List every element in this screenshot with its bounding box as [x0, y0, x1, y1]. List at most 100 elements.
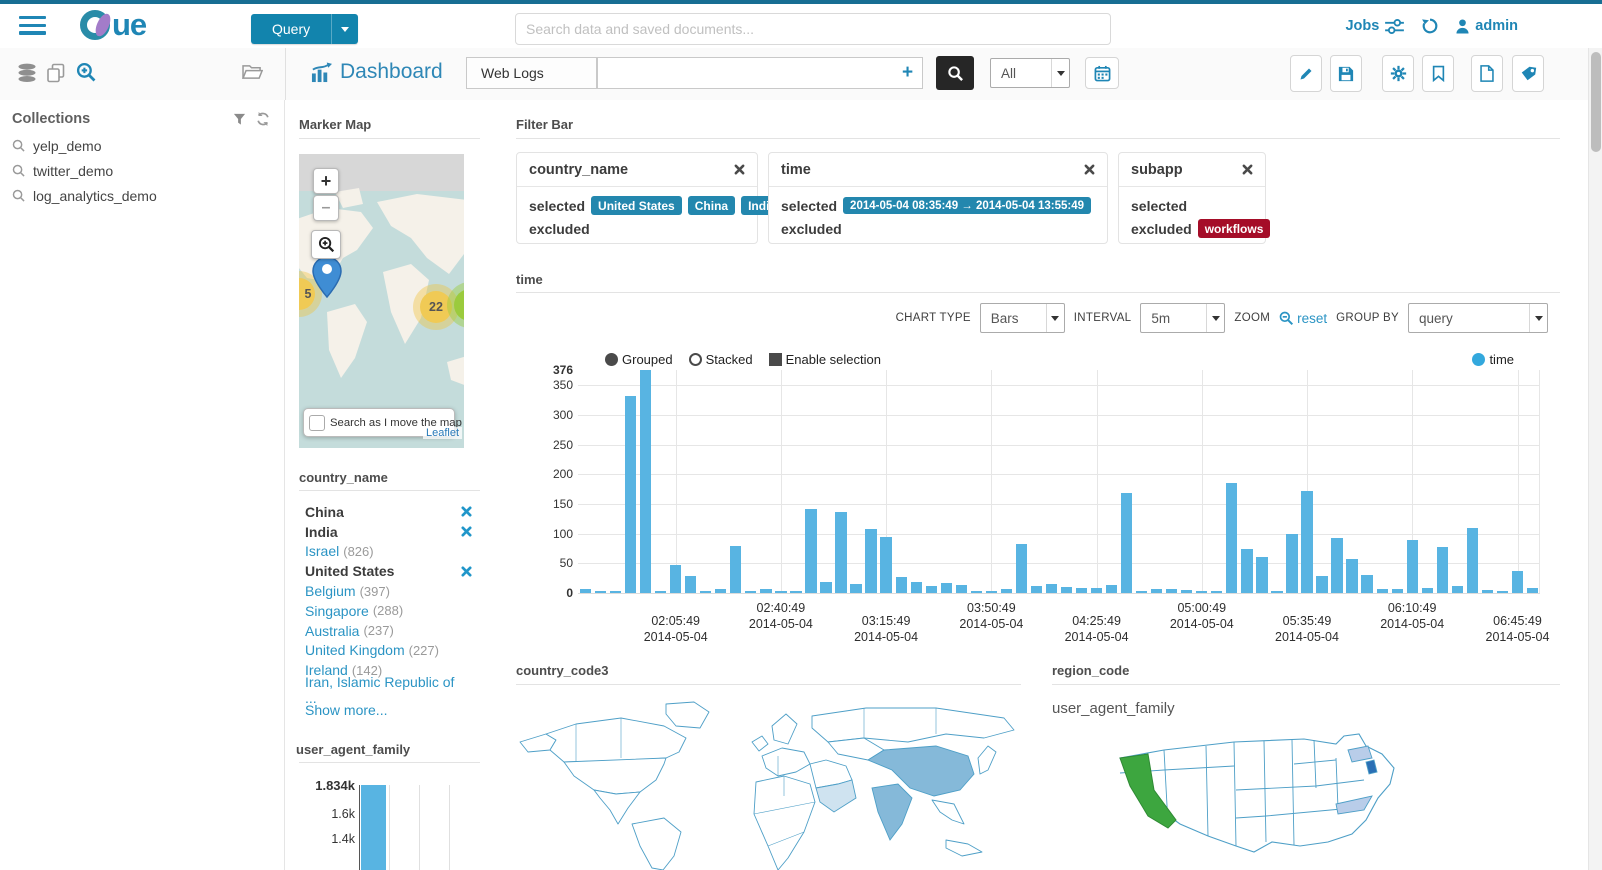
marker-cluster-22[interactable]: 22 — [420, 291, 452, 323]
copy-documents-icon[interactable] — [46, 63, 66, 88]
time-bar[interactable] — [985, 591, 997, 593]
close-filter-icon[interactable] — [734, 164, 745, 175]
remove-facet-icon[interactable] — [461, 506, 472, 517]
time-bar[interactable] — [1421, 587, 1433, 593]
save-dashboard-button[interactable] — [1330, 55, 1362, 92]
marker-cluster-5[interactable]: 5 — [299, 278, 315, 310]
time-bar[interactable] — [655, 591, 667, 593]
time-bar[interactable] — [895, 577, 907, 593]
time-chart-plot[interactable] — [578, 370, 1540, 594]
facet-item[interactable]: United Kingdom (227) — [305, 642, 439, 659]
scrollbar[interactable] — [1588, 48, 1602, 870]
marker-map[interactable]: 5 22 2 + – Search as I move the map Leaf… — [299, 154, 464, 448]
time-bar[interactable] — [1301, 491, 1313, 593]
time-bar[interactable] — [1060, 587, 1073, 593]
series-legend[interactable]: time — [1472, 352, 1514, 367]
time-bar[interactable] — [715, 588, 727, 593]
time-bar[interactable] — [760, 588, 772, 593]
history-link[interactable] — [1421, 17, 1439, 35]
time-bar[interactable] — [1166, 589, 1178, 593]
time-bar[interactable] — [609, 591, 622, 593]
chart-type-select[interactable]: Bars — [979, 303, 1065, 333]
database-icon[interactable] — [17, 63, 37, 88]
collection-item[interactable]: yelp_demo — [0, 133, 284, 158]
map-pin-icon[interactable] — [312, 256, 342, 298]
folder-open-icon[interactable] — [241, 63, 264, 86]
facet-item[interactable]: Australia (237) — [305, 622, 394, 639]
time-bar[interactable] — [1451, 585, 1463, 593]
time-bar[interactable] — [940, 582, 952, 593]
facet-item[interactable]: Ireland (142) — [305, 662, 383, 679]
time-bar[interactable] — [1015, 543, 1028, 593]
map-zoom-out-button[interactable]: – — [313, 195, 339, 221]
time-bar[interactable] — [1496, 591, 1509, 593]
time-bar[interactable] — [1000, 588, 1013, 593]
edit-dashboard-button[interactable] — [1290, 55, 1322, 92]
add-query-button[interactable]: + — [893, 57, 923, 89]
time-bar[interactable] — [910, 581, 922, 593]
time-bar[interactable] — [1211, 591, 1223, 593]
time-bar[interactable] — [820, 582, 832, 593]
time-bar[interactable] — [1436, 546, 1448, 593]
interval-select[interactable]: 5m — [1140, 303, 1226, 333]
collection-name-field[interactable]: Web Logs — [466, 57, 597, 89]
user-menu[interactable]: admin — [1456, 18, 1518, 34]
facet-item[interactable]: India — [299, 522, 480, 542]
collection-item[interactable]: twitter_demo — [0, 158, 284, 183]
time-bar[interactable] — [670, 564, 682, 593]
time-bar[interactable] — [730, 546, 742, 593]
time-bar[interactable] — [1481, 590, 1494, 593]
time-bar[interactable] — [880, 537, 892, 593]
remove-facet-icon[interactable] — [461, 566, 472, 577]
map-zoom-in-button[interactable]: + — [313, 168, 339, 194]
time-bar[interactable] — [1136, 590, 1148, 593]
time-bar[interactable] — [1120, 493, 1133, 593]
legend-grouped[interactable]: Grouped — [605, 352, 673, 367]
collection-item[interactable]: log_analytics_demo — [0, 183, 284, 208]
time-bar[interactable] — [1030, 585, 1043, 593]
time-bar[interactable] — [955, 585, 967, 593]
time-bar[interactable] — [685, 575, 697, 593]
time-bar[interactable] — [1391, 588, 1403, 593]
time-bar[interactable] — [1286, 533, 1298, 593]
time-bar[interactable] — [1045, 583, 1058, 593]
facet-item[interactable]: China — [299, 502, 480, 522]
time-bar[interactable] — [1526, 588, 1539, 593]
time-bar[interactable] — [1271, 590, 1283, 593]
remove-facet-icon[interactable] — [461, 526, 472, 537]
filter-chip[interactable]: United States — [591, 196, 682, 215]
time-bar[interactable] — [1376, 588, 1388, 593]
filter-chip[interactable]: workflows — [1197, 219, 1271, 238]
time-bar[interactable] — [805, 508, 817, 593]
zoom-in-icon[interactable] — [76, 62, 97, 88]
time-bar[interactable] — [639, 370, 652, 593]
new-document-button[interactable] — [1471, 55, 1503, 92]
facet-item[interactable]: Iran, Islamic Republic of ... — [305, 674, 455, 707]
time-bar[interactable] — [1105, 585, 1118, 593]
time-bar[interactable] — [925, 585, 937, 593]
time-bar[interactable] — [1511, 571, 1524, 593]
time-bar[interactable] — [1075, 588, 1088, 593]
time-bar[interactable] — [850, 584, 862, 593]
time-bar[interactable] — [1316, 576, 1328, 593]
map-magnify-button[interactable] — [311, 230, 341, 259]
us-states-choropleth-map[interactable] — [1114, 728, 1424, 870]
menu-hamburger-icon[interactable] — [19, 16, 46, 35]
time-bar[interactable] — [579, 588, 592, 593]
time-bar[interactable] — [790, 591, 802, 593]
facet-item[interactable]: Israel (826) — [305, 543, 374, 560]
time-bar[interactable] — [594, 591, 607, 593]
filter-funnel-icon[interactable] — [233, 113, 246, 126]
time-bar[interactable] — [1151, 588, 1163, 593]
hue-logo[interactable]: ue — [80, 9, 147, 40]
filter-chip[interactable]: 2014-05-04 08:35:49 → 2014-05-04 13:55:4… — [843, 197, 1092, 214]
show-more-link[interactable]: Show more... — [305, 701, 388, 718]
time-bar[interactable] — [1346, 559, 1358, 593]
refresh-icon[interactable] — [256, 112, 270, 126]
jobs-link[interactable]: Jobs — [1345, 18, 1405, 34]
time-bar[interactable] — [775, 591, 787, 593]
time-bar[interactable] — [865, 528, 877, 593]
time-field-select[interactable]: All — [990, 58, 1070, 88]
time-bar[interactable] — [1331, 538, 1343, 593]
time-bar[interactable] — [1241, 548, 1253, 593]
